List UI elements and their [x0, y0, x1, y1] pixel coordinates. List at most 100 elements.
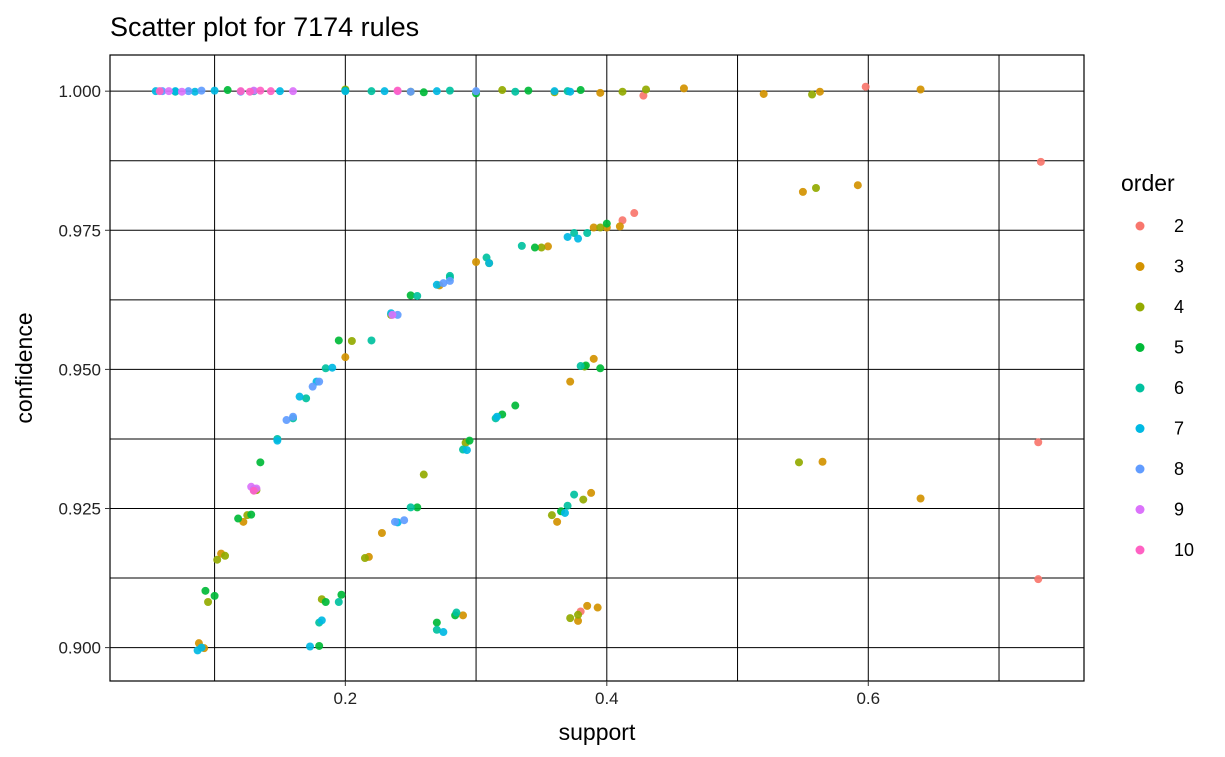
data-point-order-3	[587, 488, 596, 497]
data-point-order-7	[550, 87, 559, 96]
data-point-order-4	[574, 610, 583, 619]
y-tick-label: 0.900	[58, 639, 101, 658]
data-point-order-7	[197, 643, 206, 652]
data-point-order-3	[341, 353, 350, 362]
data-point-order-7	[190, 87, 199, 96]
data-point-order-3	[798, 187, 807, 196]
data-point-order-7	[492, 412, 501, 421]
data-point-order-4	[642, 85, 651, 94]
data-point-order-2	[1036, 157, 1045, 166]
data-point-order-8	[406, 87, 415, 96]
data-point-order-10	[245, 87, 254, 96]
data-point-order-3	[583, 601, 592, 610]
data-point-order-5	[576, 86, 585, 95]
data-point-order-6	[570, 490, 579, 499]
data-point-order-7	[317, 616, 326, 625]
data-point-order-6	[367, 87, 376, 96]
data-point-order-10	[393, 86, 402, 95]
data-point-order-8	[445, 276, 454, 285]
legend-label-4: 4	[1174, 297, 1184, 317]
data-point-order-4	[547, 511, 556, 520]
data-point-order-9	[164, 87, 173, 96]
data-point-order-7	[560, 508, 569, 517]
data-point-order-8	[315, 377, 324, 386]
data-point-order-5	[413, 503, 422, 512]
data-point-order-5	[530, 243, 539, 252]
data-point-order-6	[445, 86, 454, 95]
data-points	[151, 82, 1045, 655]
data-point-order-4	[498, 86, 507, 95]
data-point-order-7	[432, 280, 441, 289]
data-point-order-3	[679, 84, 688, 93]
legend: order 2 3 4 5 6 7 8 9 10	[1121, 170, 1194, 560]
data-point-order-3	[566, 377, 575, 386]
data-point-order-4	[596, 223, 605, 232]
x-tick-label: 0.4	[595, 689, 619, 708]
data-point-order-4	[204, 597, 213, 606]
y-tick-label: 0.950	[58, 360, 101, 379]
data-point-order-3	[916, 494, 925, 503]
legend-key-7	[1135, 424, 1145, 433]
data-point-order-8	[282, 416, 291, 425]
legend-key-3	[1135, 262, 1145, 271]
legend-label-9: 9	[1174, 500, 1184, 520]
data-point-order-8	[308, 382, 317, 391]
data-point-order-9	[289, 87, 298, 96]
data-point-order-2	[630, 209, 639, 218]
data-point-order-4	[579, 495, 588, 504]
data-point-order-5	[602, 219, 611, 228]
data-point-order-5	[315, 641, 324, 650]
data-point-order-7	[341, 87, 350, 96]
data-point-order-4	[808, 90, 817, 99]
legend-key-6	[1135, 383, 1145, 393]
data-point-order-7	[273, 436, 282, 445]
data-point-order-10	[155, 87, 164, 96]
data-point-order-5	[234, 514, 243, 523]
data-point-order-4	[213, 555, 222, 564]
data-point-order-6	[452, 608, 461, 617]
data-point-order-7	[432, 87, 441, 96]
data-point-order-8	[472, 87, 481, 96]
data-point-order-2	[861, 82, 870, 91]
data-point-order-8	[184, 87, 193, 96]
legend-label-6: 6	[1174, 378, 1184, 398]
data-point-order-5	[321, 597, 330, 606]
data-point-order-5	[337, 590, 346, 599]
legend-key-5	[1135, 343, 1145, 352]
x-tick-label: 0.6	[856, 689, 880, 708]
data-point-order-3	[458, 611, 467, 620]
data-point-order-4	[419, 470, 428, 479]
data-point-order-7	[462, 446, 471, 455]
data-point-order-8	[197, 86, 206, 95]
data-point-order-3	[472, 257, 481, 266]
data-point-order-5	[201, 586, 210, 595]
data-point-order-3	[589, 354, 598, 363]
legend-key-10	[1135, 545, 1145, 555]
data-point-order-7	[306, 642, 315, 651]
data-point-order-4	[347, 337, 356, 346]
legend-key-2	[1135, 221, 1145, 231]
legend-title: order	[1121, 170, 1175, 196]
data-point-order-7	[328, 363, 337, 372]
data-point-order-5	[524, 86, 533, 95]
x-tick-label: 0.2	[334, 689, 358, 708]
data-point-order-4	[221, 551, 230, 560]
data-point-order-3	[818, 457, 827, 466]
data-point-order-7	[439, 628, 448, 637]
data-point-order-5	[223, 86, 232, 95]
data-point-order-5	[419, 88, 428, 97]
data-point-order-8	[289, 412, 298, 421]
data-point-order-6	[321, 364, 330, 373]
data-point-order-6	[432, 625, 441, 634]
legend-key-8	[1135, 464, 1145, 474]
data-point-order-7	[210, 86, 219, 95]
y-axis-title: confidence	[11, 312, 37, 423]
data-point-order-6	[517, 241, 526, 250]
data-point-order-3	[759, 89, 768, 98]
legend-label-7: 7	[1174, 419, 1184, 439]
legend-label-10: 10	[1174, 540, 1194, 560]
data-point-order-7	[380, 87, 389, 96]
legend-label-3: 3	[1174, 257, 1184, 277]
legend-label-2: 2	[1174, 216, 1184, 236]
data-point-order-6	[334, 597, 343, 606]
